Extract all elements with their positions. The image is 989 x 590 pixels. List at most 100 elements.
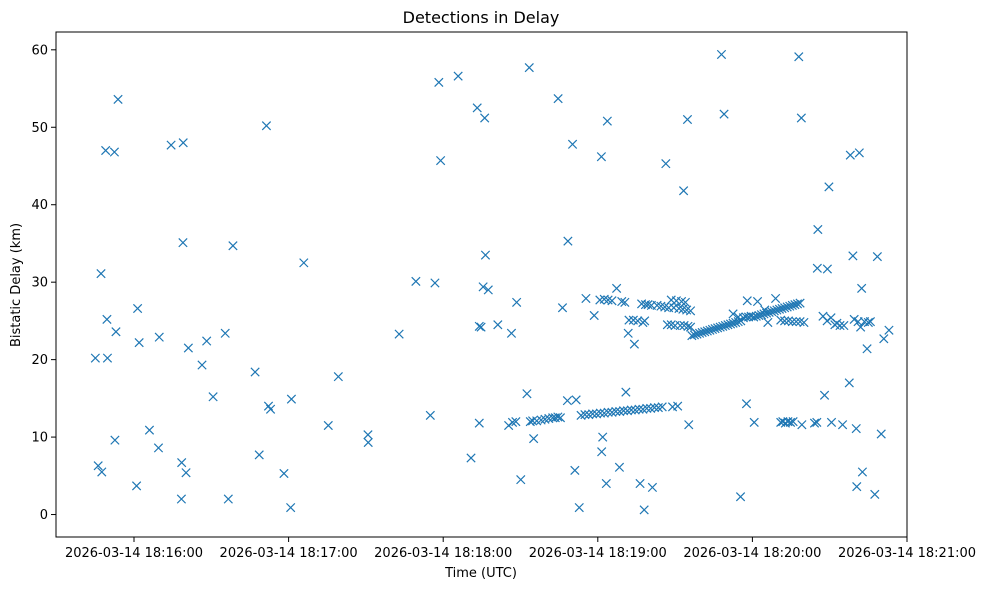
data-point	[516, 475, 526, 485]
data-point	[835, 320, 845, 331]
data-point	[694, 328, 705, 338]
data-point	[764, 307, 774, 318]
data-point	[177, 458, 187, 468]
data-point	[719, 109, 729, 119]
data-point	[697, 327, 707, 338]
data-point	[879, 334, 889, 344]
data-point	[794, 52, 804, 62]
data-point	[512, 297, 522, 307]
data-point	[876, 429, 886, 439]
data-point	[682, 114, 693, 125]
data-point	[570, 465, 580, 476]
data-point	[855, 322, 866, 332]
data-point	[476, 322, 486, 332]
data-point	[822, 264, 833, 274]
data-point	[557, 303, 568, 313]
y-tick-label: 30	[31, 276, 48, 291]
data-point	[680, 297, 691, 307]
data-point	[472, 103, 482, 113]
data-point	[176, 494, 187, 504]
data-point	[614, 462, 625, 472]
data-point	[675, 320, 685, 331]
data-point	[622, 406, 633, 416]
data-point	[785, 301, 795, 311]
data-point	[718, 321, 728, 331]
data-point	[884, 325, 894, 335]
data-point	[857, 467, 868, 477]
data-point	[208, 392, 218, 402]
data-point	[286, 502, 296, 513]
data-point	[132, 303, 143, 314]
data-point	[576, 410, 586, 421]
data-point	[102, 353, 113, 363]
data-point	[629, 339, 640, 349]
data-point	[715, 322, 725, 332]
data-point	[598, 432, 608, 442]
data-point	[254, 450, 264, 460]
data-point	[863, 317, 873, 328]
data-point	[540, 414, 550, 424]
data-point	[642, 403, 652, 414]
data-point	[279, 468, 289, 479]
data-point	[626, 405, 636, 415]
data-point	[692, 329, 702, 339]
data-point	[131, 481, 142, 491]
data-point	[178, 238, 188, 248]
data-point	[166, 140, 176, 150]
data-point	[617, 296, 627, 307]
y-axis: 0 10 20 30 40 50 60	[31, 43, 56, 523]
data-point	[795, 298, 805, 308]
data-point	[809, 418, 820, 428]
data-point	[493, 320, 503, 330]
data-point	[779, 303, 790, 313]
data-point	[752, 296, 763, 307]
data-point	[536, 415, 546, 425]
data-point	[453, 71, 463, 81]
data-point	[742, 296, 752, 306]
data-point	[826, 417, 837, 427]
data-point	[134, 337, 144, 348]
x-tick-label: 2026-03-14 18:20:00	[683, 546, 821, 561]
data-point	[639, 505, 649, 515]
data-point	[144, 425, 155, 435]
data-point	[425, 410, 435, 421]
y-tick-label: 20	[31, 353, 48, 368]
data-point	[763, 317, 773, 328]
data-point	[333, 372, 343, 382]
data-point	[787, 300, 797, 311]
data-point	[870, 489, 880, 500]
y-tick-label: 60	[31, 43, 48, 58]
x-tick-label: 2026-03-14 18:16:00	[65, 546, 203, 561]
data-point	[101, 145, 111, 156]
data-point	[689, 330, 700, 340]
data-point	[661, 159, 671, 169]
data-point	[435, 155, 446, 166]
data-point	[761, 308, 772, 318]
y-tick-label: 10	[31, 431, 48, 446]
data-point	[529, 434, 539, 444]
data-point	[623, 328, 633, 338]
data-point	[772, 305, 782, 315]
data-point	[685, 306, 696, 316]
data-point	[363, 430, 373, 440]
y-tick-label: 0	[40, 508, 48, 523]
chart-title: Detections in Delay	[403, 8, 560, 27]
data-point	[683, 321, 693, 331]
data-point	[682, 305, 692, 315]
x-axis: 2026-03-14 18:16:00 2026-03-14 18:17:00 20…	[65, 537, 976, 561]
data-point	[844, 378, 854, 388]
data-point	[480, 250, 491, 260]
data-point	[862, 344, 872, 354]
data-point	[854, 148, 864, 158]
data-point	[767, 306, 777, 317]
data-point	[792, 299, 803, 309]
x-axis-label: Time (UTC)	[444, 566, 517, 581]
data-point	[769, 306, 779, 316]
x-tick-label: 2026-03-14 18:18:00	[374, 546, 512, 561]
data-point	[707, 324, 718, 335]
data-point	[799, 317, 809, 328]
data-point	[595, 408, 606, 418]
data-point	[657, 402, 667, 412]
data-point	[553, 412, 563, 422]
data-point	[480, 113, 490, 123]
